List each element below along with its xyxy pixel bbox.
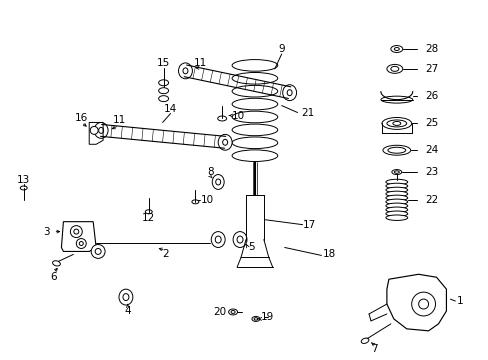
- Ellipse shape: [391, 170, 401, 175]
- Ellipse shape: [385, 191, 407, 197]
- Ellipse shape: [215, 236, 221, 243]
- Ellipse shape: [94, 122, 108, 138]
- Ellipse shape: [385, 215, 407, 220]
- Ellipse shape: [183, 68, 187, 74]
- Ellipse shape: [385, 199, 407, 204]
- Ellipse shape: [233, 231, 246, 247]
- Ellipse shape: [385, 203, 407, 208]
- Ellipse shape: [232, 72, 277, 84]
- Ellipse shape: [119, 289, 133, 305]
- Text: 4: 4: [124, 306, 131, 316]
- Ellipse shape: [393, 48, 399, 50]
- Ellipse shape: [380, 96, 412, 103]
- Circle shape: [74, 229, 79, 234]
- Ellipse shape: [390, 66, 398, 71]
- Text: 10: 10: [200, 195, 213, 205]
- Text: 18: 18: [322, 249, 335, 260]
- Ellipse shape: [211, 231, 224, 247]
- Text: 25: 25: [424, 118, 437, 129]
- Ellipse shape: [385, 195, 407, 201]
- Ellipse shape: [232, 98, 277, 110]
- Ellipse shape: [20, 186, 27, 190]
- Text: 15: 15: [157, 58, 170, 68]
- Ellipse shape: [99, 127, 103, 133]
- Ellipse shape: [385, 211, 407, 216]
- Circle shape: [95, 248, 101, 255]
- Ellipse shape: [178, 63, 192, 79]
- Text: 19: 19: [261, 312, 274, 322]
- Circle shape: [79, 242, 83, 246]
- Ellipse shape: [215, 179, 220, 185]
- Text: 13: 13: [17, 175, 30, 185]
- Ellipse shape: [385, 187, 407, 193]
- Ellipse shape: [122, 294, 129, 301]
- Ellipse shape: [158, 80, 168, 86]
- Text: 26: 26: [424, 91, 437, 101]
- Ellipse shape: [232, 150, 277, 162]
- Ellipse shape: [212, 175, 224, 189]
- Ellipse shape: [386, 64, 402, 73]
- Ellipse shape: [231, 310, 235, 314]
- Text: 24: 24: [424, 145, 437, 155]
- Circle shape: [70, 226, 82, 238]
- Text: 11: 11: [193, 58, 206, 68]
- Circle shape: [418, 299, 427, 309]
- Ellipse shape: [381, 117, 411, 129]
- Text: 27: 27: [424, 64, 437, 74]
- Ellipse shape: [217, 116, 226, 121]
- Circle shape: [76, 239, 86, 248]
- Text: 23: 23: [424, 167, 437, 177]
- Ellipse shape: [158, 88, 168, 94]
- Text: 1: 1: [456, 296, 463, 306]
- Text: 14: 14: [163, 104, 177, 113]
- Ellipse shape: [254, 318, 257, 320]
- Ellipse shape: [232, 111, 277, 123]
- Text: 28: 28: [424, 44, 437, 54]
- Text: 12: 12: [142, 213, 155, 223]
- Ellipse shape: [228, 309, 237, 315]
- Ellipse shape: [390, 46, 402, 53]
- Ellipse shape: [232, 60, 277, 71]
- Ellipse shape: [232, 137, 277, 149]
- Ellipse shape: [282, 85, 296, 100]
- Ellipse shape: [53, 261, 60, 266]
- Text: 20: 20: [213, 307, 226, 317]
- Ellipse shape: [237, 236, 243, 243]
- Ellipse shape: [361, 338, 368, 343]
- Text: 9: 9: [278, 44, 285, 54]
- Ellipse shape: [145, 210, 152, 214]
- Text: 17: 17: [302, 220, 315, 230]
- Ellipse shape: [158, 96, 168, 102]
- Circle shape: [90, 126, 98, 134]
- Text: 6: 6: [50, 272, 57, 282]
- Ellipse shape: [386, 120, 406, 127]
- Ellipse shape: [222, 139, 227, 145]
- Circle shape: [411, 292, 435, 316]
- Ellipse shape: [251, 316, 259, 321]
- Ellipse shape: [392, 121, 400, 125]
- Ellipse shape: [382, 145, 410, 155]
- Ellipse shape: [286, 90, 291, 96]
- Text: 8: 8: [206, 167, 213, 177]
- Ellipse shape: [385, 183, 407, 189]
- Ellipse shape: [232, 85, 277, 97]
- Ellipse shape: [387, 147, 405, 153]
- Text: 10: 10: [231, 111, 244, 121]
- Text: 7: 7: [370, 344, 377, 354]
- Text: 22: 22: [424, 195, 437, 205]
- Ellipse shape: [393, 171, 399, 173]
- Text: 3: 3: [43, 226, 50, 237]
- Ellipse shape: [232, 124, 277, 136]
- Circle shape: [91, 244, 105, 258]
- Text: 16: 16: [75, 113, 88, 123]
- Ellipse shape: [191, 200, 199, 204]
- Text: 5: 5: [248, 243, 255, 252]
- Ellipse shape: [385, 207, 407, 212]
- Text: 11: 11: [112, 116, 125, 126]
- Text: 2: 2: [162, 249, 168, 260]
- Text: 21: 21: [300, 108, 313, 117]
- Ellipse shape: [218, 134, 232, 150]
